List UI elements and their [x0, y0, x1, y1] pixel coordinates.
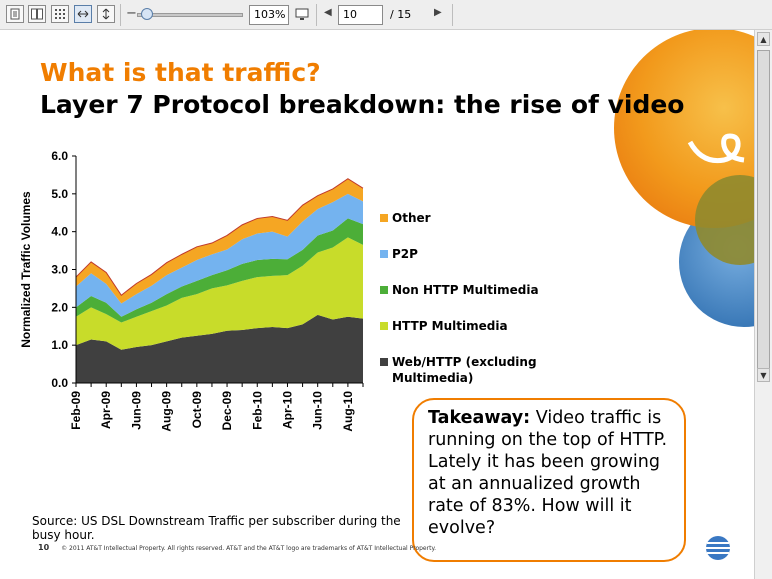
- takeaway-heading: Takeaway:: [428, 408, 531, 428]
- fit-width-icon[interactable]: [74, 5, 92, 23]
- legend-item-p2p: P2P: [380, 246, 552, 262]
- series-area-0: [76, 314, 363, 383]
- zoom-field[interactable]: 103%: [249, 5, 289, 25]
- zoom-out-icon[interactable]: −: [126, 6, 137, 21]
- y-tick-label: 2.0: [51, 300, 68, 314]
- traffic-area-chart: 0.0 1.0 2.0 3.0 4.0 5.0 6.0 Feb-09 Apr-09 Jun-09 A…: [19, 149, 364, 432]
- total-outline: [75, 178, 364, 296]
- y-tick-label: 1.0: [51, 338, 68, 352]
- zoom-slider-thumb[interactable]: [141, 8, 153, 20]
- series-area-3: [76, 193, 363, 317]
- legend-label: Web/HTTP (excluding Multimedia): [392, 355, 537, 385]
- legend-label: Other: [392, 211, 431, 225]
- scroll-up-icon[interactable]: ▲: [757, 32, 770, 46]
- legend-item-web: Web/HTTP (excluding Multimedia): [380, 354, 552, 386]
- x-tick-label: Feb-10: [250, 391, 264, 430]
- slide-footer: 10 © 2011 AT&T Intellectual Property. All…: [38, 543, 436, 552]
- x-tick-label: Oct-09: [190, 391, 204, 429]
- next-page-icon[interactable]: ▶: [434, 7, 442, 18]
- page-number-field[interactable]: 10: [338, 5, 383, 25]
- y-axis-label: Normalized Traffic Volumes: [19, 191, 33, 348]
- att-logo-icon: [706, 536, 730, 560]
- x-tick-label: Aug-09: [160, 391, 174, 432]
- page-number: 10: [38, 543, 50, 552]
- chart-legend: Other P2P Non HTTP Multimedia HTTP Multi…: [380, 210, 552, 406]
- toolbar-separator: [316, 4, 317, 26]
- legend-label: P2P: [392, 247, 418, 261]
- legend-label: Non HTTP Multimedia: [392, 283, 539, 297]
- series-area-1: [76, 237, 363, 350]
- source-note: Source: US DSL Downstream Traffic per su…: [32, 514, 401, 542]
- vertical-scrollbar[interactable]: ▲ ▼: [754, 30, 772, 579]
- prev-page-icon[interactable]: ◀: [324, 7, 332, 18]
- takeaway-text: Video traffic is running on the top of H…: [428, 408, 668, 538]
- x-tick-label: Apr-10: [280, 391, 294, 429]
- legend-swatch-icon: [380, 250, 388, 258]
- series-area-4: [76, 178, 363, 304]
- copyright-text: © 2011 AT&T Intellectual Property. All r…: [61, 545, 437, 552]
- page-total-label: / 15: [390, 8, 412, 21]
- x-tick-label: Dec-09: [220, 391, 234, 431]
- series-area-2: [76, 218, 363, 323]
- x-tick-label: Jun-10: [311, 391, 325, 430]
- legend-label: HTTP Multimedia: [392, 319, 508, 333]
- x-tick-label: Feb-09: [69, 391, 83, 430]
- decorative-globe-graphic: [614, 30, 754, 327]
- x-tick-label: Aug-10: [341, 391, 355, 432]
- single-page-icon[interactable]: [6, 5, 24, 23]
- legend-swatch-icon: [380, 214, 388, 222]
- toolbar-separator: [120, 4, 121, 26]
- legend-item-http: HTTP Multimedia: [380, 318, 552, 334]
- takeaway-callout: Takeaway: Video traffic is running on th…: [412, 398, 686, 562]
- toolbar-separator: [452, 4, 453, 26]
- fit-height-icon[interactable]: [97, 5, 115, 23]
- fullscreen-icon[interactable]: [293, 5, 311, 23]
- y-tick-label: 6.0: [51, 149, 68, 163]
- y-tick-label: 5.0: [51, 187, 68, 201]
- legend-item-other: Other: [380, 210, 552, 226]
- viewer-toolbar: − 103% ◀ 10 / 15 ▶: [0, 0, 772, 30]
- slide: What is that traffic? Layer 7 Protocol b…: [2, 30, 754, 579]
- legend-swatch-icon: [380, 358, 388, 366]
- y-tick-label: 4.0: [51, 225, 68, 239]
- thumbnails-icon[interactable]: [51, 5, 69, 23]
- slide-title: What is that traffic?: [40, 58, 321, 87]
- legend-item-non-http: Non HTTP Multimedia: [380, 282, 552, 298]
- zoom-slider-track[interactable]: [137, 13, 243, 17]
- y-tick-label: 3.0: [51, 263, 68, 277]
- y-tick-label: 0.0: [51, 376, 68, 390]
- x-tick-label: Jun-09: [129, 391, 143, 430]
- legend-swatch-icon: [380, 286, 388, 294]
- scroll-down-icon[interactable]: ▼: [757, 368, 770, 382]
- two-page-icon[interactable]: [28, 5, 46, 23]
- slide-subtitle: Layer 7 Protocol breakdown: the rise of …: [40, 90, 685, 119]
- scrollbar-thumb[interactable]: [757, 50, 770, 380]
- legend-swatch-icon: [380, 322, 388, 330]
- x-tick-label: Apr-09: [99, 391, 113, 429]
